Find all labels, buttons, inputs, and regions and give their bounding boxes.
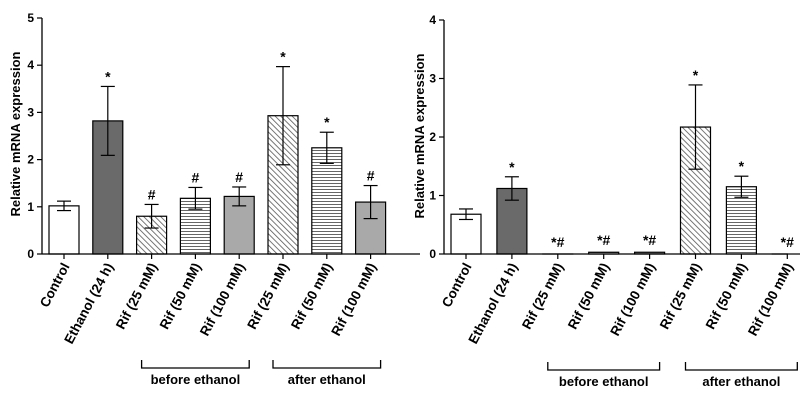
significance-marker: * (324, 114, 330, 130)
group-label: before ethanol (559, 374, 649, 389)
significance-marker: * (693, 67, 699, 83)
significance-marker: # (148, 186, 156, 202)
group-brackets: before ethanol after ethanol (547, 362, 798, 389)
group-label: before ethanol (151, 372, 241, 387)
y-ticks: 0 1 2 3 4 5 (27, 11, 42, 261)
y-tick-label: 0 (429, 247, 436, 261)
bar (48, 205, 80, 255)
x-tick-label: Ethanol (24 h) (61, 260, 116, 346)
y-tick-label: 2 (429, 130, 436, 144)
y-tick-label: 4 (429, 13, 436, 27)
x-tick-label: Ethanol (24 h) (465, 260, 520, 346)
x-tick-label: Control (37, 260, 73, 309)
bar (450, 213, 482, 255)
significance-marker: * (509, 159, 515, 175)
group-bracket (272, 360, 382, 369)
x-tick-label: Rif (50 mM) (703, 260, 750, 331)
significance-marker: *# (781, 234, 794, 250)
group-bracket (140, 360, 250, 369)
significance-marker: *# (551, 234, 564, 250)
x-tick-label: Rif (25 mM) (519, 260, 566, 331)
x-tick-label: Rif (100 mM) (745, 260, 796, 338)
x-tick-label: Rif (50 mM) (157, 260, 204, 331)
group-label: after ethanol (702, 374, 780, 389)
bars: * # # # * * # (48, 49, 387, 255)
y-tick-label: 0 (27, 247, 34, 261)
significance-marker: *# (643, 232, 656, 248)
group-bracket (547, 362, 661, 371)
y-tick-label: 2 (27, 153, 34, 167)
y-axis-label: Relative mRNA expression (412, 53, 427, 218)
y-tick-label: 4 (27, 58, 34, 72)
y-axis-label: Relative mRNA expression (8, 51, 23, 216)
x-tick-label: Rif (25 mM) (244, 260, 291, 331)
significance-marker: # (367, 168, 375, 184)
y-ticks: 0 1 2 3 4 (429, 13, 444, 261)
significance-marker: # (192, 169, 200, 185)
y-tick-label: 1 (429, 189, 436, 203)
x-tick-label: Control (439, 260, 475, 309)
significance-marker: * (105, 68, 111, 84)
significance-marker: # (235, 169, 243, 185)
significance-marker: * (739, 158, 745, 174)
group-bracket (684, 362, 798, 371)
y-tick-label: 3 (27, 105, 34, 119)
y-tick-label: 3 (429, 72, 436, 86)
y-tick-label: 1 (27, 200, 34, 214)
x-tick-label: Rif (100 mM) (197, 260, 248, 338)
x-tick-label: Rif (50 mM) (565, 260, 612, 331)
x-tick-label: Rif (25 mM) (113, 260, 160, 331)
x-tick-label: Rif (100 mM) (328, 260, 379, 338)
y-tick-label: 5 (27, 11, 34, 25)
x-tick-label: Rif (50 mM) (288, 260, 335, 331)
x-tick-label: Rif (25 mM) (657, 260, 704, 331)
bars: * *# *# *# * * *# (450, 67, 800, 255)
significance-marker: *# (597, 232, 610, 248)
x-tick-label: Rif (100 mM) (607, 260, 658, 338)
group-label: after ethanol (288, 372, 366, 387)
significance-marker: * (280, 49, 286, 65)
group-brackets: before ethanol after ethanol (140, 360, 382, 387)
